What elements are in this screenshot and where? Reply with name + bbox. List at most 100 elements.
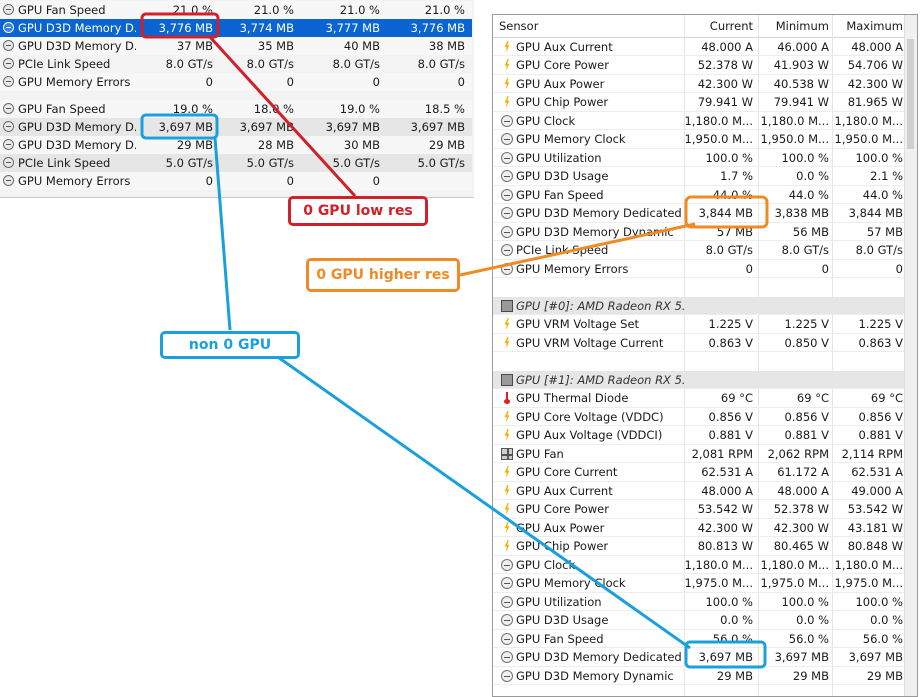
table-row[interactable]: GPU Fan 2,081 RPM 2,062 RPM 2,114 RPM	[493, 445, 905, 463]
sensor-group-header[interactable]: GPU [#0]: AMD Radeon RX 5...	[493, 296, 905, 315]
sensor-name: GPU D3D Memory Dedicated	[516, 206, 682, 220]
value-maximum: 19.0 %	[339, 102, 380, 116]
table-row[interactable]: PCIe Link Speed 8.0 GT/s 8.0 GT/s 8.0 GT…	[0, 55, 472, 73]
value-average: 3,697 MB	[410, 120, 465, 134]
value-current: 2,081 RPM	[691, 446, 753, 461]
value-maximum: 40 MB	[343, 39, 380, 53]
table-row[interactable]: GPU Memory Errors 0 0 0 0	[0, 73, 472, 91]
vertical-scrollbar[interactable]	[904, 15, 917, 696]
value-maximum: 42.300 W	[847, 76, 903, 91]
value-average: 29 MB	[428, 138, 465, 152]
sensor-name: GPU Utilization	[516, 150, 602, 165]
sensor-name: GPU Core Current	[516, 465, 618, 479]
table-row[interactable]: GPU Thermal Diode 69 °C 69 °C 69 °C	[493, 389, 905, 408]
sensor-name: GPU D3D Usage	[516, 613, 609, 627]
value-current: 3,697 MB	[698, 650, 753, 664]
value-maximum: 0	[895, 261, 903, 276]
value-maximum: 100.0 %	[855, 594, 903, 609]
sensor-name: GPU Chip Power	[516, 95, 609, 109]
table-row[interactable]: GPU Memory Errors 0 0 0	[0, 172, 472, 190]
sensor-name: GPU Thermal Diode	[516, 391, 629, 405]
table-row[interactable]: GPU Aux Voltage (VDDCI) 0.881 V 0.881 V 0.8…	[493, 426, 905, 445]
table-row[interactable]: GPU Clock 1,180.0 M... 1,180.0 M... 1,180.0…	[493, 112, 905, 130]
table-row[interactable]: GPU Fan Speed 19.0 % 18.0 % 19.0 % 18.5 …	[0, 100, 472, 118]
scrollbar-thumb[interactable]	[907, 39, 914, 149]
table-row[interactable]: GPU Core Voltage (VDDC) 0.856 V 0.856 V 0.8…	[493, 408, 905, 426]
clock-icon	[501, 632, 513, 645]
table-row[interactable]: GPU Memory Clock 1,950.0 M... 1,950.0 M...…	[493, 130, 905, 149]
table-row[interactable]: GPU Chip Power 79.941 W 79.941 W 81.965 W	[493, 93, 905, 112]
blue-connector-line-up	[213, 137, 232, 331]
table-row[interactable]: GPU Fan Speed 56.0 % 56.0 % 56.0 %	[493, 630, 905, 648]
table-row[interactable]: GPU Aux Power 42.300 W 42.300 W 43.181 W	[493, 519, 905, 537]
value-minimum: 3,697 MB	[774, 650, 829, 664]
red-connector-line	[208, 35, 357, 198]
table-row[interactable]: GPU D3D Memory D... 3,697 MB 3,697 MB 3,…	[0, 118, 472, 136]
value-maximum: 69 °C	[870, 391, 903, 405]
value-maximum: 100.0 %	[855, 150, 903, 165]
table-row[interactable]: GPU Aux Power 42.300 W 40.538 W 42.300 W	[493, 75, 905, 93]
value-maximum: 0.0 %	[870, 613, 903, 627]
table-row[interactable]: GPU D3D Memory D... 37 MB 35 MB 40 MB 38…	[0, 37, 472, 55]
sensor-name: GPU Fan Speed	[18, 3, 106, 17]
value-current: 29 MB	[716, 668, 753, 683]
table-row[interactable]: GPU Core Power 52.378 W 41.903 W 54.706 W	[493, 56, 905, 75]
value-current: 8.0 GT/s	[165, 57, 213, 71]
sensor-clock-icon	[3, 121, 14, 132]
value-minimum: 80.465 W	[773, 539, 829, 553]
chip-icon	[501, 299, 513, 312]
sensor-clock-icon	[3, 103, 14, 114]
value-minimum: 29 MB	[792, 668, 829, 683]
table-row[interactable]: GPU Aux Current 48.000 A 46.000 A 48.000 A	[493, 38, 905, 56]
value-minimum: 79.941 W	[773, 95, 829, 109]
sensor-name: PCIe Link Speed	[18, 57, 111, 71]
value-maximum: 0	[372, 174, 380, 188]
table-row[interactable]: GPU D3D Memory D... 29 MB 28 MB 30 MB 29…	[0, 136, 472, 154]
clock-icon	[501, 577, 513, 589]
table-row[interactable]: GPU VRM Voltage Current 0.863 V 0.850 V 0.8…	[493, 334, 905, 352]
value-current: 1,180.0 M...	[684, 557, 753, 572]
table-row[interactable]: GPU Core Current 62.531 A 61.172 A 62.531 A	[493, 463, 905, 482]
table-row[interactable]: GPU Memory Clock 1,975.0 M... 1,975.0 M...…	[493, 574, 905, 593]
value-minimum: 42.300 W	[773, 520, 829, 535]
value-current: 62.531 A	[701, 465, 753, 479]
value-current: 8.0 GT/s	[705, 243, 753, 257]
left-sensor-snippet: GPU Fan Speed 21.0 % 21.0 % 21.0 % 21.0 …	[0, 0, 474, 198]
red-callout-label: 0 GPU low res	[288, 196, 428, 226]
table-row[interactable]: GPU D3D Memory Dedicated 3,844 MB 3,838 MB…	[493, 204, 905, 223]
value-maximum: 53.542 W	[847, 502, 903, 516]
table-row[interactable]: GPU VRM Voltage Set 1.225 V 1.225 V 1.225 V	[493, 315, 905, 334]
value-minimum: 40.538 W	[773, 76, 829, 91]
sensor-group-header[interactable]: GPU [#1]: AMD Radeon RX 5...	[493, 370, 905, 389]
table-row[interactable]: GPU Memory Errors 0 0 0	[493, 260, 905, 278]
table-row[interactable]: GPU Utilization 100.0 % 100.0 % 100.0 %	[493, 149, 905, 167]
sensor-name: GPU Aux Current	[516, 483, 613, 498]
header-minimum[interactable]: Minimum	[775, 19, 829, 33]
table-row[interactable]: GPU D3D Usage 0.0 % 0.0 % 0.0 %	[493, 611, 905, 630]
table-row-selected[interactable]: GPU D3D Memory D... 3,776 MB 3,774 MB 3,…	[0, 19, 472, 37]
table-row[interactable]: GPU Clock 1,180.0 M... 1,180.0 M... 1,180.0…	[493, 556, 905, 574]
table-row[interactable]: GPU Core Power 53.542 W 52.378 W 53.542 W	[493, 500, 905, 519]
header-maximum[interactable]: Maximum	[846, 19, 903, 33]
table-row[interactable]: GPU Utilization 100.0 % 100.0 % 100.0 %	[493, 593, 905, 611]
table-row[interactable]: GPU D3D Usage 1.7 % 0.0 % 2.1 %	[493, 167, 905, 186]
sensor-name: GPU Fan Speed	[516, 187, 604, 202]
value-average: 3,776 MB	[410, 21, 465, 35]
table-row[interactable]: GPU D3D Memory Dynamic 29 MB 29 MB 29 MB	[493, 667, 905, 685]
table-row[interactable]: GPU D3D Memory Dedicated 3,697 MB 3,697 MB…	[493, 648, 905, 667]
clock-icon	[501, 669, 513, 682]
chip-icon	[501, 373, 513, 386]
value-minimum: 35 MB	[257, 39, 294, 53]
header-sensor[interactable]: Sensor	[499, 19, 539, 33]
sensor-name: GPU D3D Memory Dedicated	[516, 650, 682, 664]
table-row[interactable]: GPU Aux Current 48.000 A 48.000 A 49.000 A	[493, 482, 905, 500]
sensor-name: GPU Aux Voltage (VDDCI)	[516, 428, 663, 442]
table-row[interactable]: PCIe Link Speed 5.0 GT/s 5.0 GT/s 5.0 GT…	[0, 154, 472, 172]
value-minimum: 100.0 %	[781, 594, 829, 609]
header-current[interactable]: Current	[709, 19, 753, 33]
value-minimum: 44.0 %	[788, 187, 829, 202]
table-row[interactable]: GPU D3D Memory Dynamic 57 MB 56 MB 57 MB	[493, 223, 905, 241]
sensor-name: GPU Memory Errors	[18, 75, 131, 89]
sensor-name: GPU Aux Power	[516, 76, 605, 91]
value-minimum: 1,950.0 M...	[760, 132, 829, 146]
